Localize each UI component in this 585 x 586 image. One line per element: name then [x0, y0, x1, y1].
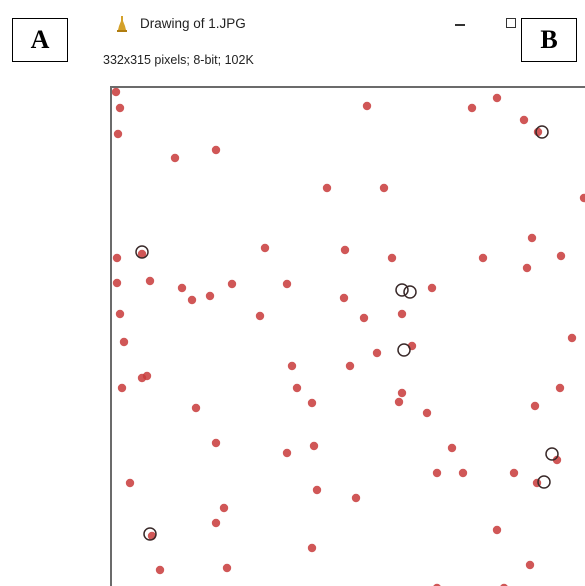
spot-marker — [351, 493, 361, 503]
spot-marker — [467, 103, 477, 113]
panel-label-a: A — [12, 18, 68, 62]
imagej-microscope-icon — [116, 15, 128, 32]
spot-marker — [117, 383, 127, 393]
spot-marker — [527, 233, 537, 243]
spot-marker — [422, 408, 432, 418]
spot-marker — [155, 565, 165, 575]
spot-marker — [145, 276, 155, 286]
minimize-button[interactable] — [449, 13, 471, 33]
spot-marker — [312, 485, 322, 495]
spot-marker — [345, 361, 355, 371]
spot-marker — [191, 403, 201, 413]
spot-marker — [125, 478, 135, 488]
spot-marker — [115, 309, 125, 319]
spot-marker — [339, 293, 349, 303]
spot-marker — [509, 468, 519, 478]
roi-ring — [537, 475, 551, 489]
spot-marker — [397, 388, 407, 398]
spot-marker — [287, 361, 297, 371]
spot-marker — [556, 251, 566, 261]
spot-marker — [119, 337, 129, 347]
spot-marker — [219, 503, 229, 513]
image-info: 332x315 pixels; 8-bit; 102K — [103, 53, 254, 67]
spot-marker — [533, 127, 543, 137]
roi-ring — [397, 343, 411, 357]
minimize-icon — [455, 24, 465, 26]
spot-marker — [372, 348, 382, 358]
spot-marker — [292, 383, 302, 393]
spot-marker — [255, 311, 265, 321]
spot-marker — [222, 563, 232, 573]
roi-ring — [403, 285, 417, 299]
spot-marker — [170, 153, 180, 163]
spot-marker — [187, 295, 197, 305]
spot-marker — [579, 193, 585, 203]
spot-marker — [492, 525, 502, 535]
spot-marker — [211, 438, 221, 448]
spot-marker — [112, 253, 122, 263]
spot-marker — [211, 518, 221, 528]
spot-marker — [113, 129, 123, 139]
roi-ring — [135, 245, 149, 259]
spot-marker — [458, 468, 468, 478]
spot-marker — [260, 243, 270, 253]
window-titlebar: Drawing of 1.JPG — [104, 0, 524, 40]
spot-marker — [555, 383, 565, 393]
spot-marker — [433, 583, 441, 586]
spot-marker — [142, 371, 152, 381]
spot-marker — [362, 101, 372, 111]
roi-ring — [545, 447, 559, 461]
spot-marker — [379, 183, 389, 193]
spot-marker — [309, 441, 319, 451]
spot-marker — [205, 291, 215, 301]
panel-label-b: B — [521, 18, 577, 62]
spot-marker — [552, 455, 562, 465]
spot-marker — [112, 88, 121, 97]
window-title: Drawing of 1.JPG — [140, 16, 246, 31]
image-canvas[interactable] — [110, 86, 585, 586]
roi-ring — [395, 283, 409, 297]
spot-marker — [492, 93, 502, 103]
maximize-button[interactable] — [500, 13, 522, 33]
spot-marker — [115, 103, 125, 113]
spot-marker — [307, 398, 317, 408]
spot-marker — [359, 313, 369, 323]
spot-marker — [447, 443, 457, 453]
spot-marker — [340, 245, 350, 255]
spot-marker — [112, 278, 122, 288]
spot-marker-layer — [112, 88, 585, 586]
spot-marker — [519, 115, 529, 125]
spot-marker — [177, 283, 187, 293]
roi-ring — [535, 125, 549, 139]
spot-marker — [522, 263, 532, 273]
spot-marker — [397, 309, 407, 319]
spot-marker — [282, 448, 292, 458]
spot-marker — [387, 253, 397, 263]
spot-marker — [478, 253, 488, 263]
spot-marker — [427, 283, 437, 293]
spot-marker — [282, 279, 292, 289]
spot-marker — [322, 183, 332, 193]
spot-marker — [211, 145, 221, 155]
spot-marker — [394, 397, 404, 407]
spot-marker — [432, 468, 442, 478]
spot-marker — [227, 279, 237, 289]
spot-marker — [567, 333, 577, 343]
spot-marker — [525, 560, 535, 570]
spot-marker — [137, 249, 147, 259]
maximize-icon — [506, 18, 516, 28]
spot-marker — [307, 543, 317, 553]
spot-marker — [530, 401, 540, 411]
spot-marker — [500, 583, 508, 586]
roi-ring — [143, 527, 157, 541]
